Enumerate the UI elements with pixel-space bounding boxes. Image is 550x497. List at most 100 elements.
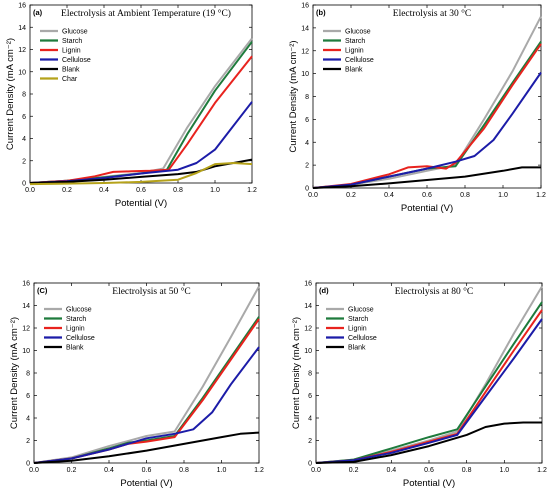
y-tick-label: 4 bbox=[308, 416, 312, 423]
x-tick-label: 1.2 bbox=[537, 467, 547, 474]
x-tick-label: 1.2 bbox=[247, 187, 257, 194]
panel-title: Electrolysis at 50 °C bbox=[112, 286, 190, 297]
y-tick-label: 8 bbox=[305, 94, 309, 101]
y-tick-label: 2 bbox=[26, 438, 30, 445]
x-tick-label: 1.2 bbox=[536, 192, 546, 199]
y-tick-label: 4 bbox=[305, 140, 309, 147]
legend-label-glucose: Glucose bbox=[348, 307, 374, 314]
chart-panel-3: 0.0 0.2 0.4 0.6 0.8 1.0 1.2 0 2 4 6 8 10 12 14 16 Potent… bbox=[9, 281, 264, 490]
series-line-char bbox=[29, 162, 253, 186]
legend-label-blank: Blank bbox=[62, 67, 80, 74]
series-line-cellulose bbox=[33, 346, 260, 464]
y-tick-label: 12 bbox=[301, 48, 309, 55]
legend-label-char: Char bbox=[62, 76, 78, 83]
x-tick-label: 0.6 bbox=[136, 187, 146, 194]
y-tick-label: 12 bbox=[22, 326, 30, 333]
x-tick-label: 0.6 bbox=[424, 467, 434, 474]
x-tick-label: 0.0 bbox=[29, 467, 39, 474]
y-axis-label: Current Density (mA cm⁻²) bbox=[288, 40, 299, 152]
x-tick-label: 0.8 bbox=[462, 467, 472, 474]
legend-label-cellulose: Cellulose bbox=[345, 57, 374, 64]
x-axis-label: Potential (V) bbox=[401, 203, 453, 214]
x-tick-label: 1.2 bbox=[254, 467, 264, 474]
panel-label: (C) bbox=[37, 286, 48, 295]
y-tick-label: 0 bbox=[305, 186, 309, 193]
y-tick-label: 2 bbox=[305, 163, 309, 170]
legend-label-lignin: Lignin bbox=[66, 326, 85, 333]
x-tick-label: 0.0 bbox=[311, 467, 321, 474]
x-tick-label: 0.4 bbox=[384, 192, 394, 199]
series-line-cellulose bbox=[312, 71, 542, 189]
legend-label-blank: Blank bbox=[66, 345, 84, 352]
x-tick-label: 0.2 bbox=[349, 467, 359, 474]
y-tick-label: 16 bbox=[304, 281, 312, 288]
x-tick-label: 0.4 bbox=[386, 467, 396, 474]
x-tick-label: 0.6 bbox=[142, 467, 152, 474]
y-tick-label: 4 bbox=[26, 416, 30, 423]
x-axis-label: Potential (V) bbox=[120, 478, 172, 489]
legend-label-starch: Starch bbox=[348, 316, 368, 323]
y-tick-label: 14 bbox=[18, 25, 26, 32]
y-tick-label: 14 bbox=[301, 25, 309, 32]
y-tick-label: 8 bbox=[308, 371, 312, 378]
series-line-starch bbox=[315, 301, 543, 464]
panel-label: (a) bbox=[33, 8, 43, 17]
y-tick-label: 10 bbox=[18, 69, 26, 76]
panel-title: Electrolysis at 30 °C bbox=[393, 8, 471, 19]
legend-label-cellulose: Cellulose bbox=[66, 335, 95, 342]
y-tick-label: 8 bbox=[22, 92, 26, 99]
series-line-blank bbox=[33, 431, 260, 464]
y-tick-label: 10 bbox=[22, 348, 30, 355]
chart-panel-4: 0.0 0.2 0.4 0.6 0.8 1.0 1.2 0 2 4 6 8 10 12 14 16 Potent… bbox=[291, 281, 547, 490]
series-line-blank bbox=[315, 421, 542, 464]
x-tick-label: 0.8 bbox=[460, 192, 470, 199]
y-tick-label: 8 bbox=[26, 371, 30, 378]
x-tick-label: 0.2 bbox=[62, 187, 72, 194]
x-tick-label: 0.6 bbox=[422, 192, 432, 199]
panel-title: Electrolysis at 80 °C bbox=[395, 286, 473, 297]
y-tick-label: 0 bbox=[26, 461, 30, 468]
x-tick-label: 0.0 bbox=[308, 192, 318, 199]
y-tick-label: 14 bbox=[304, 303, 312, 310]
x-tick-label: 1.0 bbox=[499, 467, 509, 474]
y-axis-label: Current Density (mA cm⁻²) bbox=[5, 38, 16, 150]
series-line-blank bbox=[29, 158, 253, 184]
legend-label-glucose: Glucose bbox=[66, 307, 92, 314]
y-tick-label: 4 bbox=[22, 136, 26, 143]
x-tick-label: 1.0 bbox=[217, 467, 227, 474]
x-tick-label: 1.0 bbox=[498, 192, 508, 199]
y-axis-label: Current Density (mA cm⁻²) bbox=[9, 317, 20, 429]
legend-label-starch: Starch bbox=[66, 316, 86, 323]
series-line-blank bbox=[312, 166, 541, 189]
panel-title: Electrolysis at Ambient Temperature (19 … bbox=[61, 8, 231, 19]
y-tick-label: 14 bbox=[22, 303, 30, 310]
legend-label-blank: Blank bbox=[348, 345, 366, 352]
y-tick-label: 12 bbox=[304, 326, 312, 333]
panel-label: (b) bbox=[316, 8, 326, 17]
y-tick-label: 10 bbox=[301, 71, 309, 78]
legend-label-glucose: Glucose bbox=[345, 29, 371, 36]
series-line-glucose bbox=[33, 285, 260, 464]
y-tick-label: 6 bbox=[22, 114, 26, 121]
y-tick-label: 10 bbox=[304, 348, 312, 355]
x-axis-label: Potential (V) bbox=[403, 478, 455, 489]
legend-label-lignin: Lignin bbox=[348, 326, 367, 333]
legend-label-glucose: Glucose bbox=[62, 29, 88, 36]
legend-label-starch: Starch bbox=[345, 38, 365, 45]
panel-label: (d) bbox=[319, 286, 329, 295]
series-line-lignin bbox=[312, 43, 542, 189]
y-tick-label: 6 bbox=[26, 393, 30, 400]
y-tick-label: 16 bbox=[301, 3, 309, 10]
x-tick-label: 0.0 bbox=[25, 187, 35, 194]
y-tick-label: 12 bbox=[18, 47, 26, 54]
y-tick-label: 2 bbox=[22, 158, 26, 165]
y-tick-label: 2 bbox=[308, 438, 312, 445]
legend-label-starch: Starch bbox=[62, 38, 82, 45]
y-tick-label: 0 bbox=[22, 181, 26, 188]
x-tick-label: 0.2 bbox=[346, 192, 356, 199]
y-tick-label: 6 bbox=[305, 117, 309, 124]
y-tick-label: 16 bbox=[18, 3, 26, 10]
series-line-cellulose bbox=[315, 318, 543, 464]
y-tick-label: 0 bbox=[308, 461, 312, 468]
